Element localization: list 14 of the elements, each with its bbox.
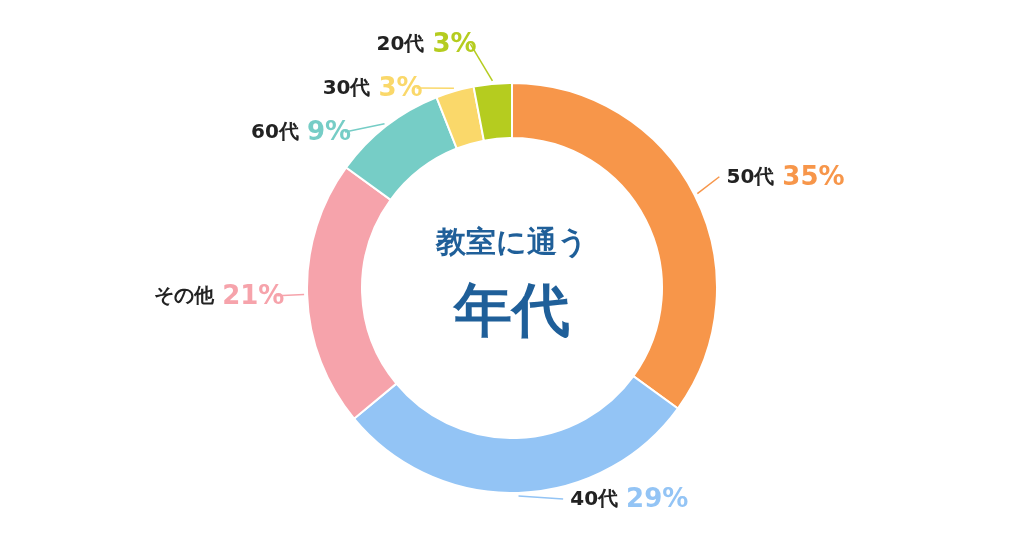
- text: 教室に通う: [435, 224, 588, 259]
- slice-label: 30代: [322, 75, 371, 100]
- data-label: 3%: [432, 28, 477, 59]
- data-label: 35%: [782, 160, 845, 191]
- slice-label: 40代: [570, 486, 619, 510]
- data-label: 3%: [378, 72, 423, 103]
- text: 年代: [452, 276, 570, 344]
- data-label: 9%: [306, 116, 352, 147]
- data-label: 21%: [222, 279, 285, 310]
- slice-label: 20代: [376, 31, 425, 56]
- data-label: 29%: [626, 483, 689, 513]
- slice-label: その他: [154, 282, 216, 307]
- slice-label: 60代: [251, 119, 299, 144]
- slice-label: 50代: [726, 163, 775, 188]
